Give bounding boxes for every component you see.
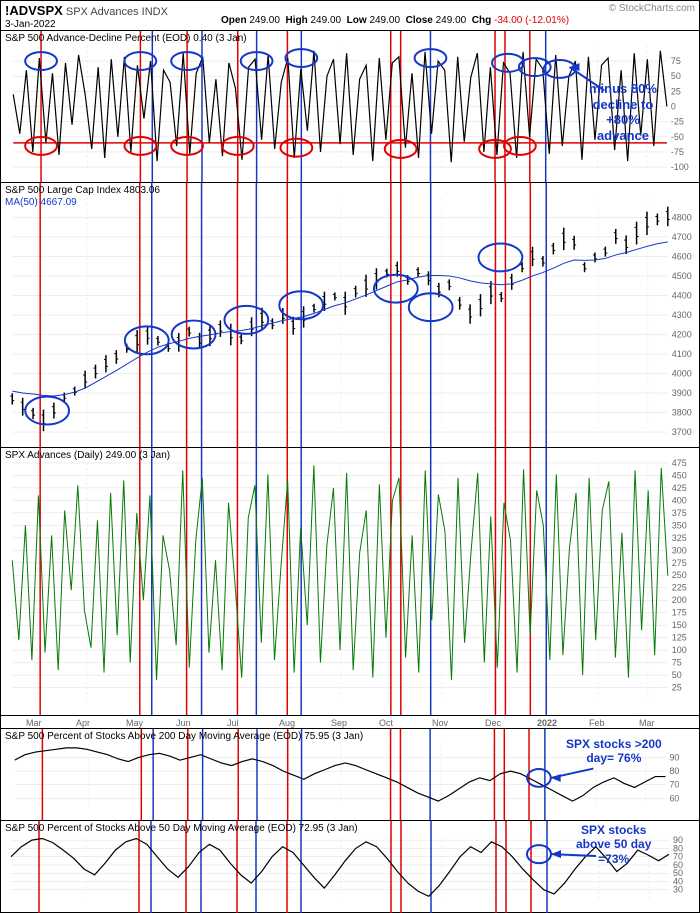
- attribution: © StockCharts.com: [609, 3, 695, 14]
- svg-text:100: 100: [672, 645, 687, 655]
- chart-date: 3-Jan-2022: [5, 19, 56, 30]
- ohlc-readout: Open 249.00 High 249.00 Low 249.00 Close…: [221, 15, 569, 26]
- panel-title: S&P 500 Advance-Decline Percent (EOD) 0.…: [5, 33, 247, 44]
- month-label: 2022: [537, 718, 557, 728]
- month-label: Mar: [639, 718, 655, 728]
- svg-text:125: 125: [672, 633, 687, 643]
- svg-text:175: 175: [672, 608, 687, 618]
- svg-text:80: 80: [669, 766, 679, 776]
- svg-text:90: 90: [669, 752, 679, 762]
- svg-text:4000: 4000: [672, 369, 692, 379]
- svg-text:225: 225: [672, 583, 687, 593]
- panel-advance-decline: -100 -75 -50 -25 0 25 50 75 minus 80%decline to+…: [1, 31, 699, 183]
- annotation-200day: SPX stocks >200day= 76%: [566, 737, 662, 766]
- svg-text:425: 425: [672, 483, 687, 493]
- svg-text:4300: 4300: [672, 310, 692, 320]
- panel-title: S&P 500 Percent of Stocks Above 50 Day M…: [5, 823, 358, 834]
- month-label: Aug: [279, 718, 295, 728]
- month-label: Feb: [589, 718, 605, 728]
- svg-text:-50: -50: [671, 132, 684, 142]
- svg-text:4800: 4800: [672, 212, 692, 222]
- svg-text:4200: 4200: [672, 329, 692, 339]
- svg-text:250: 250: [672, 570, 687, 580]
- svg-text:4600: 4600: [672, 251, 692, 261]
- month-label: May: [126, 718, 143, 728]
- svg-text:60: 60: [669, 793, 679, 803]
- month-label: Sep: [331, 718, 347, 728]
- panel-title: S&P 500 Percent of Stocks Above 200 Day …: [5, 731, 363, 742]
- svg-text:3700: 3700: [672, 427, 692, 437]
- panel-above-50day: 30405060708090SPX stocksabove 50 day=73%…: [1, 821, 699, 913]
- stockchart-container: !ADVSPX SPX Advances INDX © StockCharts.…: [0, 0, 700, 913]
- svg-text:4100: 4100: [672, 349, 692, 359]
- svg-text:4700: 4700: [672, 232, 692, 242]
- svg-text:-100: -100: [671, 162, 689, 172]
- svg-text:450: 450: [672, 470, 687, 480]
- svg-text:400: 400: [672, 495, 687, 505]
- svg-text:300: 300: [672, 545, 687, 555]
- svg-text:350: 350: [672, 520, 687, 530]
- month-label: Mar: [26, 718, 42, 728]
- ticker-symbol: !ADVSPX: [5, 3, 63, 18]
- annotation-50day: SPX stocksabove 50 day=73%: [576, 823, 651, 866]
- svg-text:475: 475: [672, 458, 687, 468]
- ma-label: MA(50) 4667.09: [5, 197, 77, 208]
- panel-title: SPX Advances (Daily) 249.00 (3 Jan): [5, 450, 170, 461]
- panel-sp500-price: 3700 3800 3900 4000 4100 4200 4300 4400 4500 4600…: [1, 183, 699, 448]
- svg-text:0: 0: [671, 101, 676, 111]
- month-label: Nov: [432, 718, 448, 728]
- svg-text:25: 25: [672, 683, 682, 693]
- svg-text:90: 90: [673, 835, 683, 845]
- svg-text:-75: -75: [671, 147, 684, 157]
- panel-title: S&P 500 Large Cap Index 4803.06: [5, 185, 160, 196]
- svg-text:75: 75: [672, 658, 682, 668]
- svg-text:50: 50: [672, 670, 682, 680]
- svg-text:375: 375: [672, 508, 687, 518]
- svg-text:4400: 4400: [672, 290, 692, 300]
- x-axis-months: Mar Apr May Jun Jul Aug Sep Oct Nov Dec 2022 Feb Mar: [1, 716, 699, 729]
- chart-header: !ADVSPX SPX Advances INDX © StockCharts.…: [1, 1, 699, 31]
- month-label: Apr: [76, 718, 90, 728]
- svg-text:50: 50: [671, 71, 681, 81]
- month-label: Dec: [485, 718, 501, 728]
- svg-text:325: 325: [672, 533, 687, 543]
- svg-text:75: 75: [671, 56, 681, 66]
- month-label: Jul: [227, 718, 239, 728]
- panel-spx-advances: 25 50 75 100 125 150 175 200 225 250 275 300 325 350 3…: [1, 448, 699, 716]
- svg-text:4500: 4500: [672, 271, 692, 281]
- month-label: Oct: [379, 718, 393, 728]
- annotation-decline-advance: minus 80%decline to+80%advance: [589, 81, 657, 143]
- svg-text:-25: -25: [671, 117, 684, 127]
- svg-text:275: 275: [672, 558, 687, 568]
- svg-text:200: 200: [672, 595, 687, 605]
- ticker-desc: SPX Advances INDX: [66, 6, 168, 18]
- month-label: Jun: [176, 718, 191, 728]
- svg-text:3900: 3900: [672, 388, 692, 398]
- svg-text:150: 150: [672, 620, 687, 630]
- svg-text:70: 70: [669, 780, 679, 790]
- svg-text:3800: 3800: [672, 408, 692, 418]
- panel-above-200day: 60 70 80 90 SPX stocks >200day= 76% S&P 500 P…: [1, 729, 699, 821]
- svg-text:25: 25: [671, 86, 681, 96]
